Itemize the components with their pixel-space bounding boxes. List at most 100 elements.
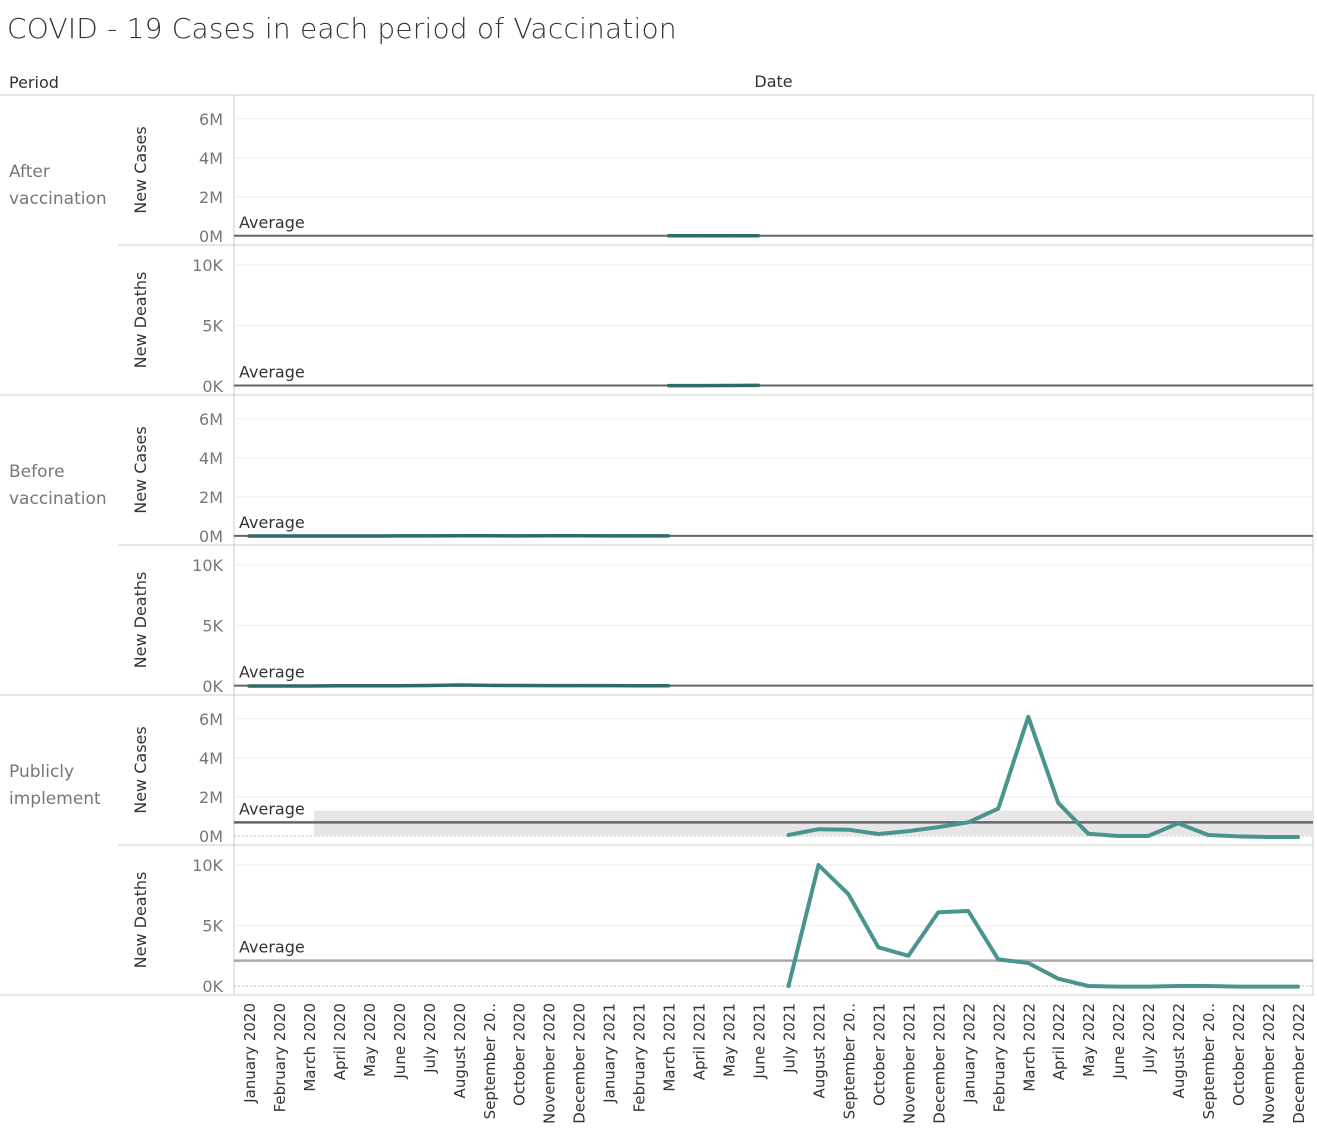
- data-point: [937, 826, 939, 828]
- data-point: [548, 535, 550, 537]
- x-tick-label: February 2022: [990, 1003, 1008, 1112]
- x-tick-label: April 2021: [691, 1003, 709, 1080]
- period-label: vaccination: [9, 189, 107, 209]
- data-point: [608, 535, 610, 537]
- data-point: [877, 946, 879, 948]
- x-tick-label: April 2020: [331, 1003, 349, 1080]
- y-tick-label: 10K: [192, 556, 223, 575]
- x-tick-label: May 2020: [361, 1003, 379, 1077]
- data-point: [728, 235, 730, 237]
- x-tick-label: May 2022: [1080, 1003, 1098, 1077]
- data-point: [1147, 835, 1149, 837]
- period-label: vaccination: [9, 489, 107, 509]
- average-label: Average: [239, 513, 305, 532]
- data-point: [1237, 986, 1239, 988]
- pane-frame: [233, 544, 1314, 696]
- data-point: [308, 685, 310, 687]
- y-tick-label: 5K: [202, 317, 223, 336]
- x-tick-label: February 2020: [271, 1003, 289, 1112]
- data-point: [488, 535, 490, 537]
- row-header: Period: [9, 73, 59, 92]
- series-line: [786, 714, 1300, 839]
- measure-label: New Cases: [131, 126, 150, 213]
- data-point: [578, 535, 580, 537]
- data-point: [817, 828, 819, 830]
- data-point: [1117, 986, 1119, 988]
- y-tick-label: 0K: [202, 677, 223, 696]
- data-point: [728, 385, 730, 387]
- y-tick-label: 5K: [202, 917, 223, 936]
- x-tick-label: June 2021: [751, 1003, 769, 1080]
- y-tick-label: 10K: [192, 856, 223, 875]
- data-point: [967, 910, 969, 912]
- data-point: [278, 685, 280, 687]
- data-point: [458, 535, 460, 537]
- x-tick-label: December 2020: [571, 1003, 589, 1124]
- period-label: Before: [9, 462, 65, 482]
- measure-label: New Deaths: [131, 872, 150, 969]
- period-label: Publicly: [9, 762, 74, 782]
- data-point: [668, 685, 670, 687]
- y-tick-label: 0M: [199, 527, 223, 546]
- pane-frame: [233, 244, 1314, 396]
- data-point: [368, 685, 370, 687]
- x-tick-label: December 2022: [1290, 1003, 1308, 1124]
- x-tick-label: November 2020: [541, 1003, 559, 1124]
- x-tick-label: January 2021: [601, 1003, 619, 1104]
- data-point: [1117, 835, 1119, 837]
- data-point: [698, 235, 700, 237]
- data-point: [847, 893, 849, 895]
- data-point: [668, 385, 670, 387]
- data-point: [1207, 985, 1209, 987]
- data-point: [398, 685, 400, 687]
- data-point: [488, 684, 490, 686]
- measure-label: New Cases: [131, 726, 150, 813]
- y-tick-label: 5K: [202, 617, 223, 636]
- data-point: [967, 821, 969, 823]
- average-label: Average: [239, 663, 305, 682]
- series-line: [786, 863, 1300, 989]
- y-tick-label: 2M: [199, 488, 223, 507]
- data-point: [338, 685, 340, 687]
- pane-frame: [233, 94, 1314, 246]
- data-point: [1057, 802, 1059, 804]
- y-tick-label: 4M: [199, 749, 223, 768]
- x-tick-label: October 2020: [511, 1003, 529, 1106]
- x-tick-label: March 2021: [661, 1003, 679, 1092]
- data-point: [548, 685, 550, 687]
- measure-label: New Deaths: [131, 272, 150, 369]
- data-point: [638, 685, 640, 687]
- period-label: After: [9, 162, 50, 182]
- data-point: [518, 535, 520, 537]
- average-label: Average: [239, 213, 305, 232]
- x-tick-label: June 2022: [1110, 1003, 1128, 1080]
- data-point: [458, 684, 460, 686]
- x-tick-label: February 2021: [631, 1003, 649, 1112]
- x-tick-label: January 2020: [241, 1003, 259, 1104]
- x-tick-label: September 20..: [840, 1003, 858, 1119]
- data-point: [248, 535, 250, 537]
- data-point: [1297, 836, 1299, 838]
- data-point: [758, 235, 760, 237]
- data-point: [997, 808, 999, 810]
- x-tick-label: January 2022: [960, 1003, 978, 1104]
- x-tick-label: June 2020: [391, 1003, 409, 1080]
- x-tick-label: September 20..: [481, 1003, 499, 1119]
- data-point: [907, 955, 909, 957]
- data-point: [308, 535, 310, 537]
- data-point: [1057, 978, 1059, 980]
- data-point: [1267, 836, 1269, 838]
- x-tick-label: August 2021: [810, 1003, 828, 1098]
- data-point: [428, 685, 430, 687]
- average-label: Average: [239, 799, 305, 818]
- y-tick-label: 6M: [199, 710, 223, 729]
- x-tick-label: October 2022: [1230, 1003, 1248, 1106]
- data-point: [518, 685, 520, 687]
- x-tick-label: March 2020: [301, 1003, 319, 1092]
- data-point: [1207, 834, 1209, 836]
- data-point: [1027, 962, 1029, 964]
- data-point: [1297, 986, 1299, 988]
- data-point: [638, 535, 640, 537]
- data-point: [1087, 833, 1089, 835]
